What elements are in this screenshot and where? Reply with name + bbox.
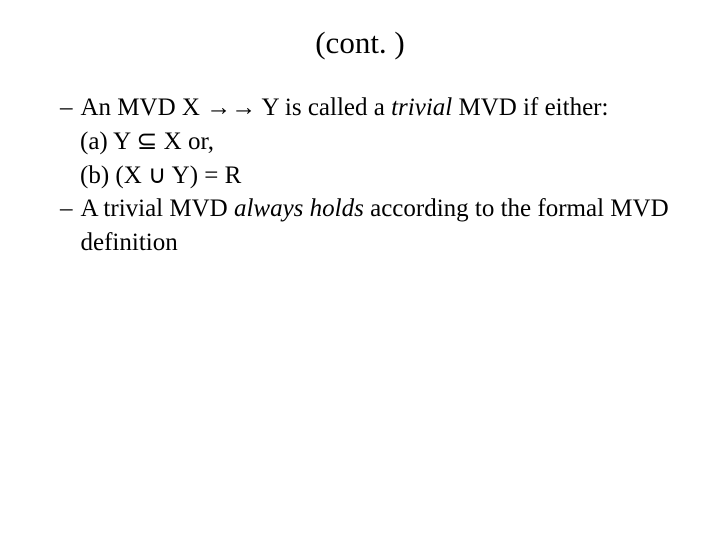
text-segment: (b) (X [80,162,148,189]
arrow-symbol: →→ [206,94,256,121]
text-segment: A trivial MVD [81,195,234,222]
italic-text: always holds [234,195,364,222]
bullet-text-1: An MVD X →→ Y is called a trivial MVD if… [81,91,681,125]
text-segment: Y is called a [256,94,391,121]
bullet-item-2: – A trivial MVD always holds according t… [60,192,680,260]
sub-line-a: (a) Y ⊆ X or, [60,125,680,159]
text-segment: An MVD X [81,94,207,121]
text-segment: (a) Y [80,128,136,155]
slide-title: (cont. ) [40,25,680,61]
text-segment: X or, [157,128,214,155]
slide-content: – An MVD X →→ Y is called a trivial MVD … [40,91,680,260]
bullet-text-2: A trivial MVD always holds according to … [81,192,681,260]
bullet-item-1: – An MVD X →→ Y is called a trivial MVD … [60,91,680,125]
bullet-dash: – [60,192,73,260]
italic-text: trivial [391,94,452,121]
subset-symbol: ⊆ [136,128,157,155]
union-symbol: ∪ [148,162,166,189]
bullet-dash: – [60,91,73,125]
sub-line-b: (b) (X ∪ Y) = R [60,159,680,193]
text-segment: Y) = R [166,162,241,189]
text-segment: MVD if either: [452,94,608,121]
